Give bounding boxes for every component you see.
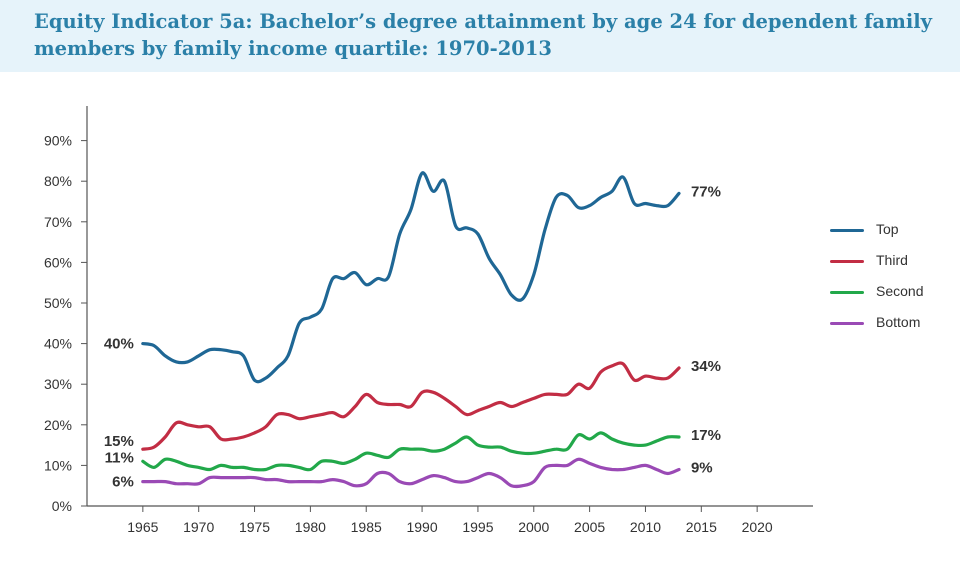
x-tick-label: 2005 bbox=[574, 519, 605, 535]
y-tick-label: 70% bbox=[44, 214, 72, 230]
legend-swatch-second bbox=[830, 291, 864, 294]
legend-swatch-third bbox=[830, 260, 864, 263]
start-label-bottom: 6% bbox=[112, 474, 134, 491]
series-line-second bbox=[141, 431, 681, 472]
legend-label-second: Second bbox=[876, 283, 924, 299]
series-line-top bbox=[141, 171, 681, 384]
x-tick-label: 2020 bbox=[742, 519, 773, 535]
y-tick-label: 10% bbox=[44, 457, 72, 473]
x-tick-label: 1970 bbox=[183, 519, 214, 535]
end-label-bottom: 9% bbox=[691, 459, 713, 476]
y-tick-label: 30% bbox=[44, 376, 72, 392]
y-tick-label: 20% bbox=[44, 417, 72, 433]
x-tick-label: 1980 bbox=[295, 519, 326, 535]
y-tick-label: 80% bbox=[44, 173, 72, 189]
x-tick-label: 2000 bbox=[518, 519, 549, 535]
y-tick-label: 50% bbox=[44, 295, 72, 311]
x-tick-label: 2015 bbox=[686, 519, 717, 535]
y-tick-label: 40% bbox=[44, 336, 72, 352]
x-tick-label: 1965 bbox=[127, 519, 158, 535]
end-label-third: 34% bbox=[691, 358, 721, 375]
end-label-second: 17% bbox=[691, 427, 721, 444]
start-label-second: 11% bbox=[105, 449, 134, 466]
chart-title: Equity Indicator 5a: Bachelor’s degree a… bbox=[34, 10, 932, 60]
x-tick-label: 1985 bbox=[351, 519, 382, 535]
series-line-bottom bbox=[141, 457, 681, 489]
x-tick-label: 1990 bbox=[406, 519, 437, 535]
x-tick-label: 1995 bbox=[462, 519, 493, 535]
legend-label-bottom: Bottom bbox=[876, 314, 921, 330]
legend-label-third: Third bbox=[876, 252, 908, 268]
start-label-top: 40% bbox=[104, 336, 134, 353]
y-tick-label: 90% bbox=[44, 133, 72, 149]
y-tick-label: 0% bbox=[52, 498, 72, 514]
legend-swatch-bottom bbox=[830, 322, 864, 325]
x-tick-label: 2010 bbox=[630, 519, 661, 535]
legend-swatch-top bbox=[830, 229, 864, 232]
x-tick-label: 1975 bbox=[239, 519, 270, 535]
start-label-third: 15% bbox=[104, 433, 134, 450]
legend-label-top: Top bbox=[876, 221, 899, 237]
y-tick-label: 60% bbox=[44, 254, 72, 270]
series-line-third bbox=[141, 361, 681, 451]
end-label-top: 77% bbox=[691, 183, 721, 200]
title-band: Equity Indicator 5a: Bachelor’s degree a… bbox=[0, 0, 960, 72]
